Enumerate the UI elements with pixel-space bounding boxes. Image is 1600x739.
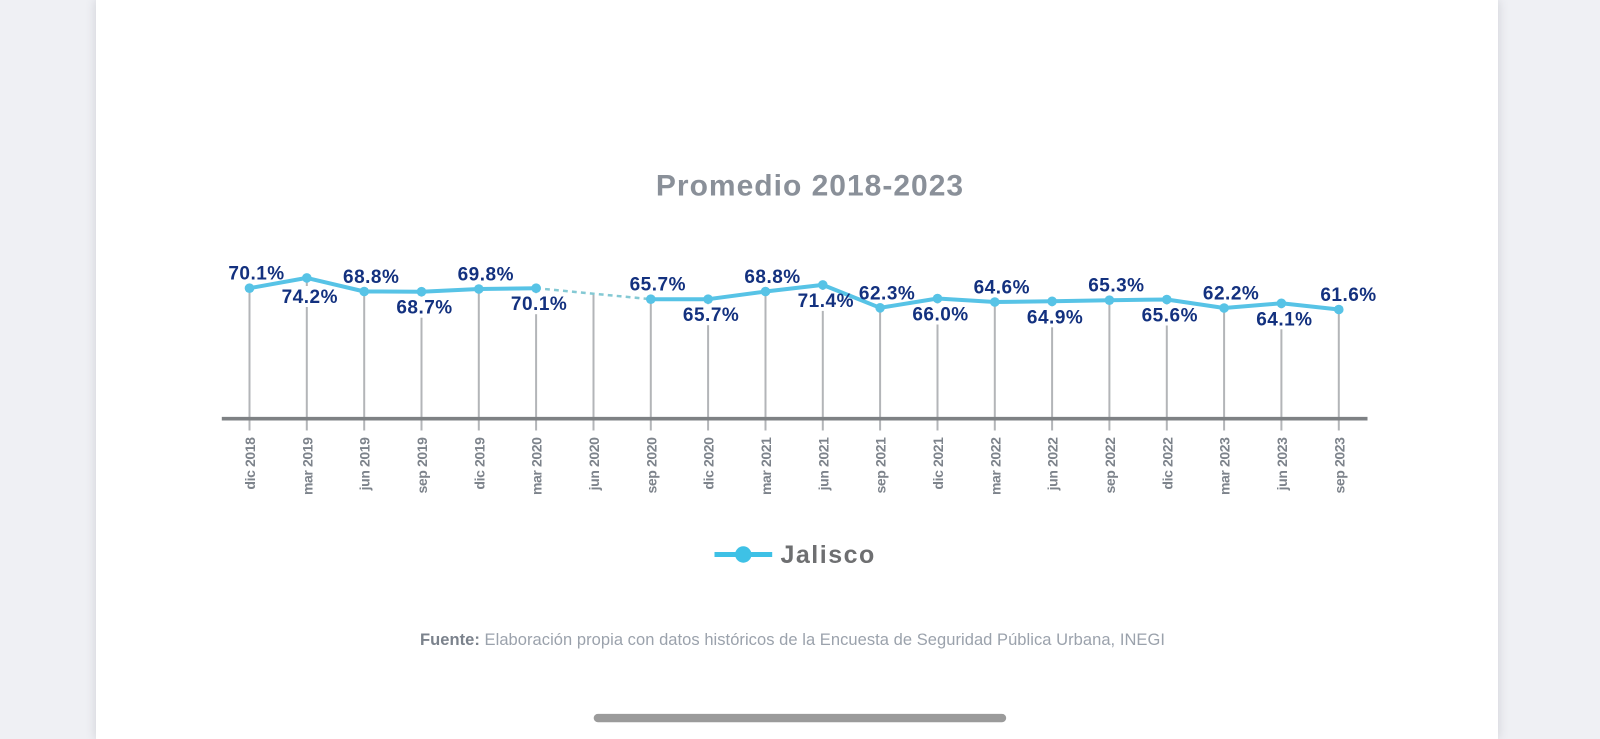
svg-text:70.1%: 70.1%	[228, 264, 284, 285]
svg-text:sep 2021: sep 2021	[873, 437, 889, 494]
svg-text:mar 2023: mar 2023	[1217, 437, 1233, 495]
svg-text:Promedio 2018-2023: Promedio 2018-2023	[656, 170, 964, 203]
svg-text:68.7%: 68.7%	[396, 298, 452, 319]
svg-text:74.2%: 74.2%	[282, 287, 338, 308]
svg-text:sep 2022: sep 2022	[1102, 437, 1118, 494]
svg-text:jun 2019: jun 2019	[357, 437, 373, 491]
svg-text:Fuente: Elaboración propia con: Fuente: Elaboración propia con datos his…	[420, 631, 1165, 649]
svg-text:jun 2022: jun 2022	[1045, 437, 1061, 491]
svg-text:sep 2023: sep 2023	[1331, 437, 1347, 494]
svg-text:dic 2021: dic 2021	[930, 437, 946, 490]
svg-text:62.2%: 62.2%	[1203, 284, 1259, 305]
svg-text:69.8%: 69.8%	[458, 265, 514, 286]
svg-text:mar 2019: mar 2019	[299, 437, 315, 495]
svg-text:mar 2021: mar 2021	[758, 437, 774, 495]
svg-text:65.6%: 65.6%	[1142, 306, 1198, 327]
svg-text:jun 2020: jun 2020	[586, 437, 602, 491]
svg-text:mar 2022: mar 2022	[987, 437, 1003, 495]
svg-text:66.0%: 66.0%	[912, 305, 968, 326]
svg-text:mar 2020: mar 2020	[529, 437, 545, 495]
svg-text:70.1%: 70.1%	[511, 294, 567, 315]
svg-text:68.8%: 68.8%	[744, 267, 800, 288]
svg-text:sep 2019: sep 2019	[414, 437, 430, 494]
svg-text:64.9%: 64.9%	[1027, 307, 1083, 328]
svg-text:65.7%: 65.7%	[630, 275, 686, 296]
svg-text:64.1%: 64.1%	[1256, 309, 1312, 330]
svg-text:65.7%: 65.7%	[683, 305, 739, 326]
svg-text:jun 2021: jun 2021	[815, 437, 831, 491]
svg-text:64.6%: 64.6%	[974, 278, 1030, 299]
svg-text:62.3%: 62.3%	[859, 283, 915, 304]
svg-text:71.4%: 71.4%	[798, 291, 854, 312]
svg-text:sep 2020: sep 2020	[643, 437, 659, 494]
svg-text:61.6%: 61.6%	[1320, 285, 1376, 306]
svg-text:dic 2019: dic 2019	[471, 437, 487, 490]
svg-text:jun 2023: jun 2023	[1274, 437, 1290, 491]
svg-text:68.8%: 68.8%	[343, 267, 399, 288]
svg-text:dic 2020: dic 2020	[701, 437, 717, 490]
svg-text:65.3%: 65.3%	[1088, 276, 1144, 297]
svg-text:dic 2022: dic 2022	[1159, 437, 1175, 490]
svg-text:Jalisco: Jalisco	[781, 541, 876, 569]
svg-text:dic 2018: dic 2018	[242, 437, 258, 490]
